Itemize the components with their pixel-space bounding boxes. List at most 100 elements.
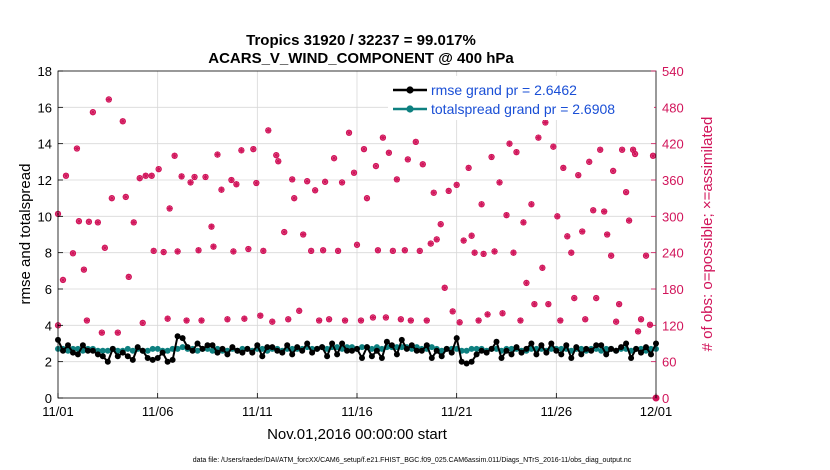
rmse-point xyxy=(94,351,101,358)
totalspread-point xyxy=(209,347,216,354)
rmse-point xyxy=(274,347,281,354)
obs-assimilated-stroke xyxy=(499,310,506,316)
rmse-point xyxy=(543,349,550,356)
rmse-point xyxy=(438,353,445,360)
rmse-point xyxy=(234,347,241,354)
rmse-point xyxy=(304,340,311,347)
obs-assimilated-marker xyxy=(535,134,542,141)
obs-assimilated-marker xyxy=(542,119,549,126)
obs-assimilated-stroke xyxy=(140,320,146,326)
y-axis-right: 0 60 120 180 240 300 360 420 480 540 xyxy=(651,64,684,406)
obs-assimilated-stroke xyxy=(106,96,112,103)
obs-assimilated-stroke xyxy=(517,317,524,324)
obs-assimilated-marker xyxy=(488,153,495,160)
rmse-point xyxy=(483,349,490,356)
obs-assimilated-stroke xyxy=(198,317,205,324)
obs-assimilated-stroke xyxy=(63,173,69,179)
rmse-point xyxy=(139,347,146,354)
obs-assimilated-marker xyxy=(195,247,202,254)
rmse-point xyxy=(154,355,161,361)
rmse-point xyxy=(169,356,176,363)
obs-assimilated-stroke xyxy=(109,195,115,201)
obs-assimilated-marker xyxy=(312,187,319,194)
y-tick-label-left: 4 xyxy=(45,318,52,333)
obs-assimilated-marker xyxy=(468,232,475,239)
obs-assimilated-stroke xyxy=(373,163,379,169)
obs-assimilated-marker xyxy=(496,179,503,186)
rmse-point xyxy=(189,347,196,354)
obs-assimilated-stroke xyxy=(466,165,472,171)
rmse-point xyxy=(249,349,256,356)
obs-assimilated-marker xyxy=(62,172,69,179)
obs-assimilated-marker xyxy=(423,317,430,324)
rmse-point xyxy=(114,353,121,360)
obs-assimilated-marker xyxy=(326,316,333,323)
obs-assimilated-stroke xyxy=(554,213,560,219)
rmse-point xyxy=(593,342,600,349)
rmse-point xyxy=(578,351,585,358)
y-axis-label-left: rmse and totalspread xyxy=(17,164,34,305)
rmse-point xyxy=(229,344,236,351)
obs-assimilated-stroke xyxy=(506,141,513,147)
obs-assimilated-marker xyxy=(531,301,538,308)
y-tick-label-right: 60 xyxy=(662,355,676,370)
obs-assimilated-stroke xyxy=(76,218,82,224)
obs-assimilated-stroke xyxy=(643,253,649,259)
obs-assimilated-marker xyxy=(339,179,346,186)
rmse-point xyxy=(503,347,510,354)
rmse-point xyxy=(418,347,425,354)
obs-assimilated-marker xyxy=(296,307,303,314)
totalspread-point xyxy=(359,344,365,351)
obs-assimilated-marker xyxy=(224,316,231,323)
obs-assimilated-stroke xyxy=(601,208,607,215)
obs-assimilated-stroke xyxy=(579,228,585,235)
obs-assimilated-marker xyxy=(228,177,235,183)
obs-assimilated-stroke xyxy=(450,308,456,314)
x-tick-label: 12/01 xyxy=(640,404,673,419)
obs-assimilated-stroke xyxy=(476,317,482,324)
obs-assimilated-stroke xyxy=(386,150,392,156)
obs-assimilated-stroke xyxy=(513,149,520,155)
totalspread-point xyxy=(578,345,585,352)
obs-assimilated-stroke xyxy=(358,317,364,324)
obs-assimilated-marker xyxy=(397,316,404,323)
obs-assimilated-marker xyxy=(579,228,586,235)
x-tick-label: 11/26 xyxy=(541,404,573,419)
obs-assimilated-stroke xyxy=(619,147,625,153)
obs-assimilated-marker xyxy=(125,273,132,280)
totalspread-point xyxy=(99,347,106,354)
obs-assimilated-marker xyxy=(98,329,105,336)
obs-assimilated-stroke xyxy=(434,236,440,242)
rmse-point xyxy=(638,349,644,356)
rmse-point xyxy=(314,345,321,352)
obs-assimilated-marker xyxy=(257,312,264,319)
y-tick-label-left: 2 xyxy=(45,355,52,370)
obs-assimilated-stroke xyxy=(84,317,90,324)
obs-assimilated-stroke xyxy=(281,229,287,235)
rmse-point xyxy=(74,351,81,358)
rmse-point xyxy=(364,344,370,351)
obs-assimilated-stroke xyxy=(535,135,541,141)
obs-assimilated-marker xyxy=(506,140,513,147)
y-tick-label-left: 0 xyxy=(45,391,52,406)
obs-assimilated-marker xyxy=(178,173,185,180)
obs-assimilated-marker xyxy=(575,172,582,179)
obs-assimilated-stroke xyxy=(228,177,235,183)
rmse-point xyxy=(339,340,346,347)
obs-assimilated-marker xyxy=(453,181,460,188)
rmse-point xyxy=(603,351,610,358)
obs-assimilated-marker xyxy=(510,249,517,256)
obs-assimilated-stroke xyxy=(245,246,251,252)
obs-assimilated-stroke xyxy=(469,233,475,239)
rmse-point xyxy=(613,347,620,354)
obs-assimilated-marker xyxy=(89,109,96,116)
obs-assimilated-stroke xyxy=(402,247,408,253)
obs-assimilated-marker xyxy=(155,166,162,173)
obs-assimilated-marker xyxy=(437,221,444,228)
rmse-point xyxy=(174,333,181,340)
obs-assimilated-stroke xyxy=(405,156,411,163)
obs-assimilated-marker xyxy=(586,158,593,165)
obs-assimilated-stroke xyxy=(630,147,636,153)
rmse-point xyxy=(164,358,171,365)
obs-assimilated-stroke xyxy=(304,178,310,184)
